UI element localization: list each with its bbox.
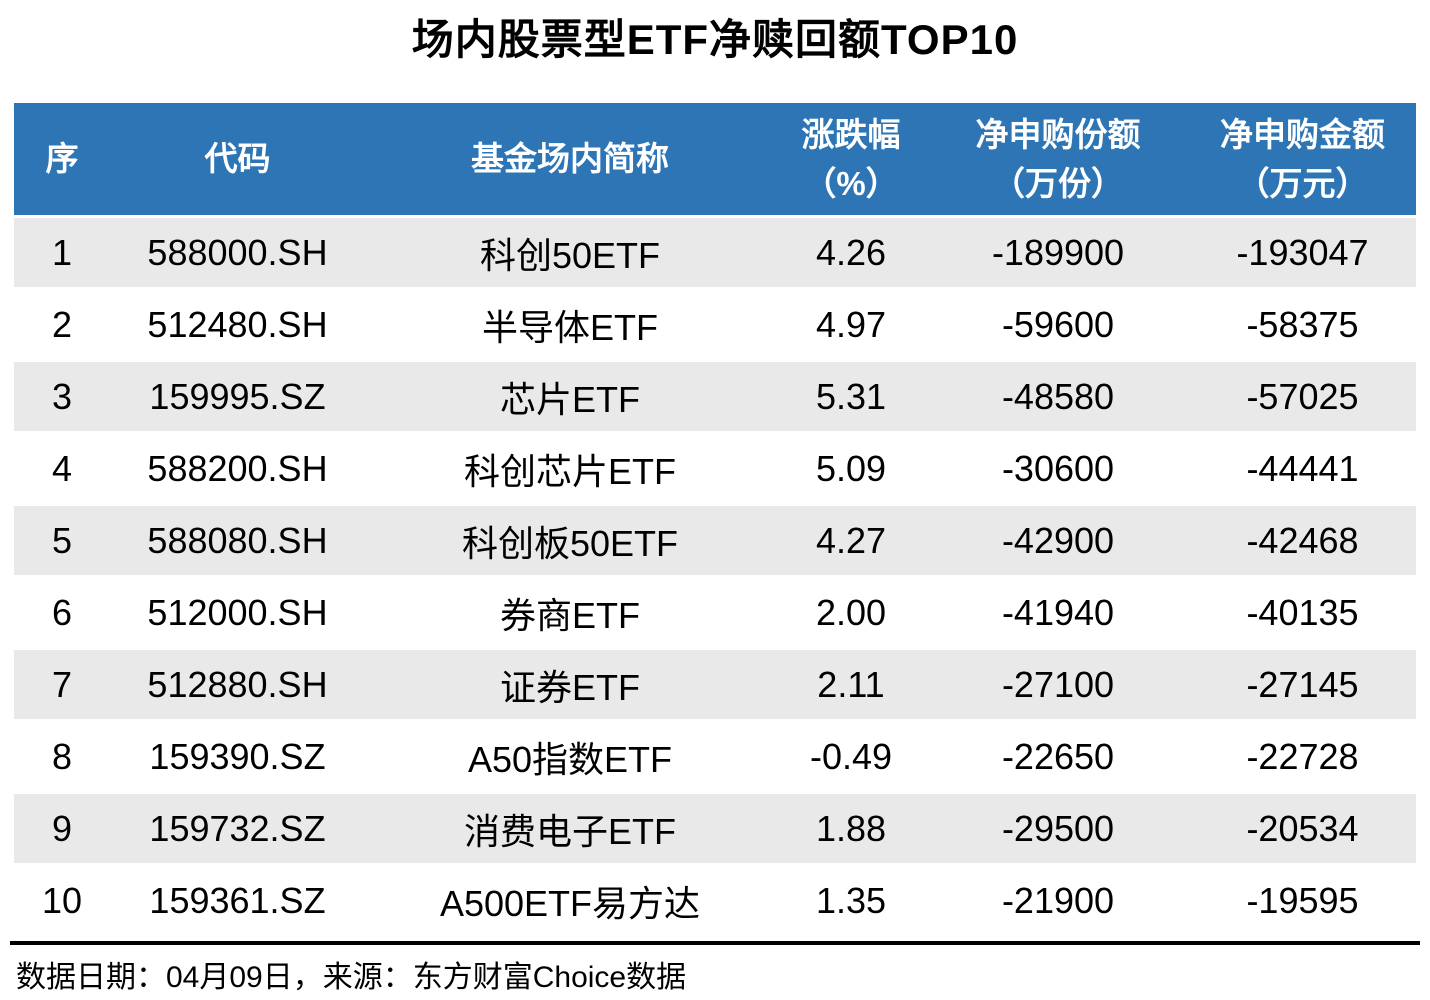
cell-net-shares: -189900 [927,218,1189,287]
table-header-row: 序 代码 基金场内简称 涨跌幅 （%） 净申购份额 （万份） 净申购金额 （万元） [14,103,1416,215]
cell-net-shares: -42900 [927,506,1189,575]
cell-fund-name: 证券ETF [365,650,775,719]
cell-net-shares: -21900 [927,866,1189,935]
table-row: 8 159390.SZ A50指数ETF -0.49 -22650 -22728 [14,722,1416,791]
cell-net-shares: -30600 [927,434,1189,503]
table-row: 7 512880.SH 证券ETF 2.11 -27100 -27145 [14,650,1416,719]
cell-net-amount: -42468 [1189,506,1416,575]
column-header-net-shares-unit: （万份） [992,165,1124,202]
column-header-net-amount: 净申购金额 （万元） [1189,103,1416,215]
column-header-fund-name-label: 基金场内简称 [471,140,669,178]
column-header-net-amount-label: 净申购金额 [1220,115,1385,153]
cell-code: 512880.SH [110,650,365,719]
cell-net-shares: -48580 [927,362,1189,431]
cell-net-shares: -27100 [927,650,1189,719]
cell-seq: 3 [14,362,110,431]
cell-fund-name: 消费电子ETF [365,794,775,863]
cell-seq: 9 [14,794,110,863]
cell-change-pct: 4.97 [775,290,927,359]
cell-fund-name: 券商ETF [365,578,775,647]
cell-net-amount: -40135 [1189,578,1416,647]
cell-seq: 10 [14,866,110,935]
cell-net-amount: -44441 [1189,434,1416,503]
table-row: 5 588080.SH 科创板50ETF 4.27 -42900 -42468 [14,506,1416,575]
cell-change-pct: 5.31 [775,362,927,431]
cell-net-amount: -57025 [1189,362,1416,431]
cell-code: 588000.SH [110,218,365,287]
column-header-net-shares-label: 净申购份额 [975,115,1141,153]
column-header-code: 代码 [110,103,365,215]
cell-fund-name: 半导体ETF [365,290,775,359]
cell-change-pct: 1.88 [775,794,927,863]
cell-code: 588080.SH [110,506,365,575]
cell-change-pct: 2.11 [775,650,927,719]
cell-net-shares: -41940 [927,578,1189,647]
column-header-change-pct-unit: （%） [803,165,899,202]
cell-code: 159995.SZ [110,362,365,431]
table-row: 9 159732.SZ 消费电子ETF 1.88 -29500 -20534 [14,794,1416,863]
cell-seq: 8 [14,722,110,791]
cell-net-shares: -22650 [927,722,1189,791]
cell-net-shares: -59600 [927,290,1189,359]
cell-code: 159390.SZ [110,722,365,791]
cell-fund-name: 科创板50ETF [365,506,775,575]
column-header-net-shares: 净申购份额 （万份） [927,103,1189,215]
cell-seq: 1 [14,218,110,287]
cell-net-amount: -27145 [1189,650,1416,719]
cell-seq: 5 [14,506,110,575]
cell-fund-name: A50指数ETF [365,722,775,791]
cell-change-pct: 1.35 [775,866,927,935]
cell-change-pct: 4.26 [775,218,927,287]
cell-net-amount: -193047 [1189,218,1416,287]
cell-net-amount: -22728 [1189,722,1416,791]
table-row: 1 588000.SH 科创50ETF 4.26 -189900 -193047 [14,218,1416,287]
cell-fund-name: A500ETF易方达 [365,866,775,935]
table-row: 6 512000.SH 券商ETF 2.00 -41940 -40135 [14,578,1416,647]
cell-net-shares: -29500 [927,794,1189,863]
divider-line [10,941,1420,945]
cell-seq: 7 [14,650,110,719]
cell-fund-name: 科创50ETF [365,218,775,287]
column-header-net-amount-unit: （万元） [1236,165,1369,202]
cell-code: 512480.SH [110,290,365,359]
cell-fund-name: 科创芯片ETF [365,434,775,503]
table-row: 2 512480.SH 半导体ETF 4.97 -59600 -58375 [14,290,1416,359]
source-note: 数据日期：04月09日，来源：东方财富Choice数据 [16,961,687,994]
cell-code: 512000.SH [110,578,365,647]
table-row: 3 159995.SZ 芯片ETF 5.31 -48580 -57025 [14,362,1416,431]
cell-change-pct: 5.09 [775,434,927,503]
table-row: 4 588200.SH 科创芯片ETF 5.09 -30600 -44441 [14,434,1416,503]
cell-code: 159361.SZ [110,866,365,935]
cell-net-amount: -58375 [1189,290,1416,359]
column-header-seq: 序 [14,103,110,215]
table-row: 10 159361.SZ A500ETF易方达 1.35 -21900 -195… [14,866,1416,935]
cell-code: 588200.SH [110,434,365,503]
column-header-seq-label: 序 [45,140,79,178]
cell-seq: 4 [14,434,110,503]
cell-fund-name: 芯片ETF [365,362,775,431]
cell-change-pct: 2.00 [775,578,927,647]
column-header-fund-name: 基金场内简称 [365,103,775,215]
cell-seq: 2 [14,290,110,359]
cell-code: 159732.SZ [110,794,365,863]
column-header-change-pct: 涨跌幅 （%） [775,103,927,215]
column-header-code-label: 代码 [204,140,271,178]
cell-change-pct: 4.27 [775,506,927,575]
cell-net-amount: -20534 [1189,794,1416,863]
cell-seq: 6 [14,578,110,647]
etf-table: 序 代码 基金场内简称 涨跌幅 （%） 净申购份额 （万份） 净申购金额 （万元） 1… [14,100,1416,938]
page-title: 场内股票型ETF净赎回额TOP10 [411,16,1019,63]
cell-change-pct: -0.49 [775,722,927,791]
column-header-change-pct-label: 涨跌幅 [801,115,901,153]
cell-net-amount: -19595 [1189,866,1416,935]
